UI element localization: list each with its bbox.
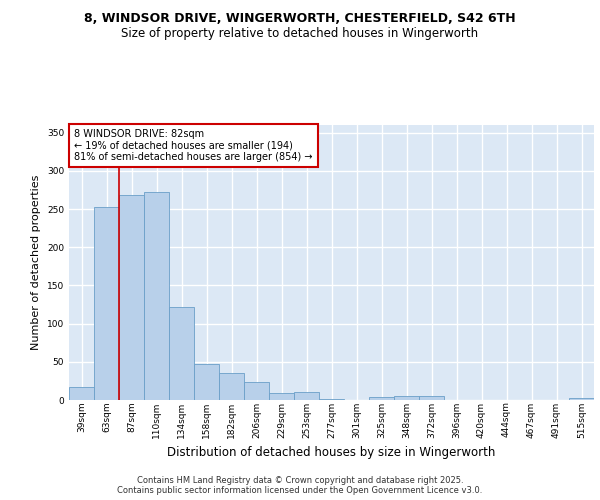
- Bar: [319, 399, 344, 400]
- X-axis label: Distribution of detached houses by size in Wingerworth: Distribution of detached houses by size …: [167, 446, 496, 459]
- Text: Contains HM Land Registry data © Crown copyright and database right 2025.
Contai: Contains HM Land Registry data © Crown c…: [118, 476, 482, 495]
- Text: Size of property relative to detached houses in Wingerworth: Size of property relative to detached ho…: [121, 28, 479, 40]
- Bar: [244, 382, 269, 400]
- Bar: [119, 194, 144, 400]
- Y-axis label: Number of detached properties: Number of detached properties: [31, 175, 41, 350]
- Bar: [144, 192, 169, 400]
- Bar: [194, 364, 219, 400]
- Bar: [269, 393, 294, 400]
- Bar: [569, 398, 594, 400]
- Bar: [169, 307, 194, 400]
- Bar: [394, 396, 419, 400]
- Bar: [294, 392, 319, 400]
- Bar: [369, 397, 394, 400]
- Text: 8, WINDSOR DRIVE, WINGERWORTH, CHESTERFIELD, S42 6TH: 8, WINDSOR DRIVE, WINGERWORTH, CHESTERFI…: [84, 12, 516, 26]
- Bar: [94, 206, 119, 400]
- Bar: [69, 387, 94, 400]
- Bar: [219, 372, 244, 400]
- Bar: [419, 396, 444, 400]
- Text: 8 WINDSOR DRIVE: 82sqm
← 19% of detached houses are smaller (194)
81% of semi-de: 8 WINDSOR DRIVE: 82sqm ← 19% of detached…: [74, 129, 313, 162]
